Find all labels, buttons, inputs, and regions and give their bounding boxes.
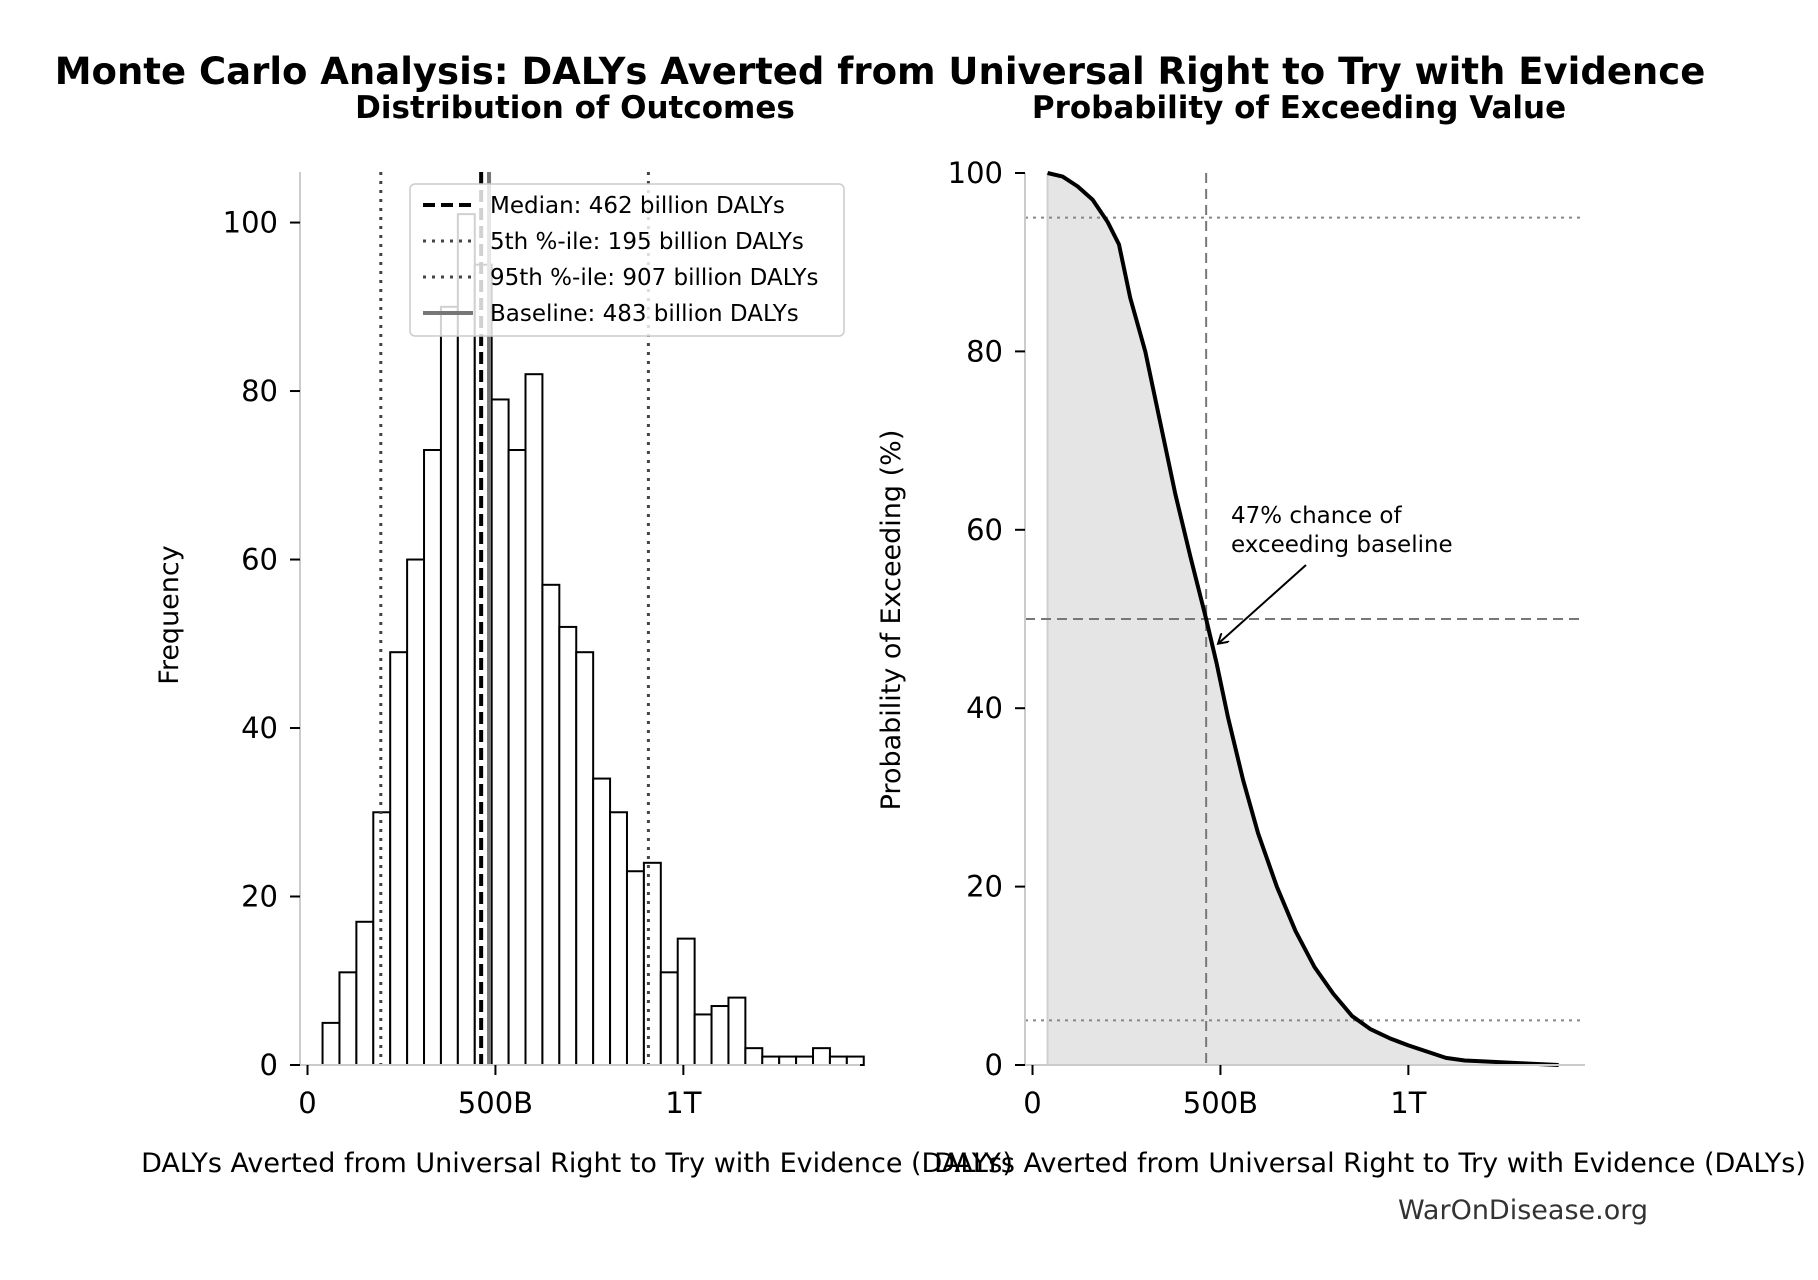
exceedance-y-tick-label: 0 bbox=[985, 1048, 1003, 1082]
histogram-y-tick-label: 20 bbox=[241, 880, 278, 914]
exceedance-x-axis-label: DALYs Averted from Universal Right to Tr… bbox=[934, 1148, 1806, 1179]
exceedance-area-fill bbox=[1047, 173, 1559, 1065]
histogram-x-tick-label: 500B bbox=[458, 1086, 533, 1120]
histogram-bar bbox=[558, 625, 578, 1066]
histogram-x-tick-label: 0 bbox=[298, 1086, 316, 1120]
histogram-bar bbox=[828, 1055, 848, 1066]
exceedance-y-axis-label: Probability of Exceeding (%) bbox=[876, 430, 907, 811]
histogram-x-axis-label: DALYs Averted from Universal Right to Tr… bbox=[141, 1148, 1013, 1179]
annotation-arrow bbox=[1218, 564, 1307, 644]
histogram-legend: Median: 462 billion DALYs 5th %-ile: 195 … bbox=[409, 183, 845, 337]
histogram-panel: Distribution of Outcomes 0 20 40 60 80 100 0 50… bbox=[141, 90, 1013, 1179]
exceedance-y-tick-label: 80 bbox=[966, 334, 1003, 368]
histogram-bar bbox=[795, 1055, 815, 1066]
histogram-bar bbox=[575, 651, 595, 1066]
exceedance-y-tick-label: 40 bbox=[966, 691, 1003, 725]
histogram-y-tick-label: 100 bbox=[223, 206, 278, 240]
histogram-bars bbox=[321, 213, 865, 1067]
histogram-y-tick-label: 60 bbox=[241, 543, 278, 577]
watermark: WarOnDisease.org bbox=[1398, 1195, 1648, 1226]
legend-label: 5th %-ile: 195 billion DALYs bbox=[490, 229, 804, 255]
exceedance-plot-area bbox=[1025, 171, 1585, 1067]
exceedance-y-tick-label: 20 bbox=[966, 870, 1003, 904]
histogram-bar bbox=[490, 398, 510, 1066]
histogram-y-axis-label: Frequency bbox=[154, 545, 185, 685]
histogram-bar bbox=[592, 777, 612, 1066]
histogram-bar bbox=[727, 996, 747, 1066]
legend-frame bbox=[409, 183, 845, 337]
histogram-bar bbox=[456, 213, 476, 1067]
histogram-bar bbox=[676, 937, 696, 1067]
exceedance-y-tick-label: 60 bbox=[966, 513, 1003, 547]
histogram-bar bbox=[389, 651, 409, 1066]
exceedance-x-tick-label: 500B bbox=[1183, 1086, 1258, 1120]
histogram-bar bbox=[609, 811, 628, 1067]
legend-label: Median: 462 billion DALYs bbox=[490, 193, 785, 219]
exceedance-panel: Probability of Exceeding Value 0 20 40 60 80… bbox=[876, 90, 1806, 1179]
histogram-bar bbox=[693, 1013, 713, 1066]
legend-label: Baseline: 483 billion DALYs bbox=[490, 301, 799, 327]
histogram-bar bbox=[338, 971, 358, 1067]
histogram-bar bbox=[439, 305, 459, 1066]
histogram-bar bbox=[744, 1047, 764, 1067]
annotation-line-2: exceeding baseline bbox=[1231, 532, 1453, 558]
histogram-y-tick-label: 80 bbox=[241, 374, 278, 408]
histogram-title: Distribution of Outcomes bbox=[355, 90, 795, 126]
histogram-bar bbox=[710, 1005, 730, 1067]
baseline-annotation: 47% chance of exceeding baseline bbox=[1218, 503, 1453, 644]
histogram-bar bbox=[761, 1055, 781, 1066]
histogram-bar bbox=[845, 1055, 865, 1066]
exceedance-curve-line bbox=[1047, 171, 1559, 1067]
histogram-bar bbox=[625, 870, 645, 1066]
legend-label: 95th %-ile: 907 billion DALYs bbox=[490, 265, 818, 291]
exceedance-x-tick-label: 1T bbox=[1390, 1086, 1426, 1120]
histogram-bar bbox=[642, 861, 662, 1067]
histogram-bar bbox=[812, 1047, 831, 1067]
histogram-y-tick-label: 0 bbox=[260, 1048, 278, 1082]
histogram-bar bbox=[541, 583, 561, 1066]
histogram-bar bbox=[423, 449, 442, 1066]
histogram-bar bbox=[524, 373, 544, 1067]
histogram-bar bbox=[778, 1055, 798, 1066]
histogram-bar bbox=[659, 971, 679, 1067]
exceedance-title: Probability of Exceeding Value bbox=[1032, 90, 1566, 126]
histogram-y-tick-label: 40 bbox=[241, 711, 278, 745]
histogram-bar bbox=[406, 558, 426, 1067]
figure-title: Monte Carlo Analysis: DALYs Averted from… bbox=[55, 50, 1706, 93]
exceedance-y-tick-label: 100 bbox=[948, 156, 1003, 190]
histogram-axes: 0 20 40 60 80 100 0 500B 1T bbox=[223, 172, 860, 1120]
histogram-x-tick-label: 1T bbox=[665, 1086, 701, 1120]
histogram-bar bbox=[321, 1021, 341, 1067]
exceedance-x-tick-label: 0 bbox=[1023, 1086, 1041, 1120]
histogram-bar bbox=[507, 449, 527, 1066]
annotation-line-1: 47% chance of bbox=[1231, 503, 1403, 529]
histogram-bar bbox=[355, 920, 375, 1066]
exceedance-axes: 0 20 40 60 80 100 0 500B 1T bbox=[948, 156, 1585, 1120]
